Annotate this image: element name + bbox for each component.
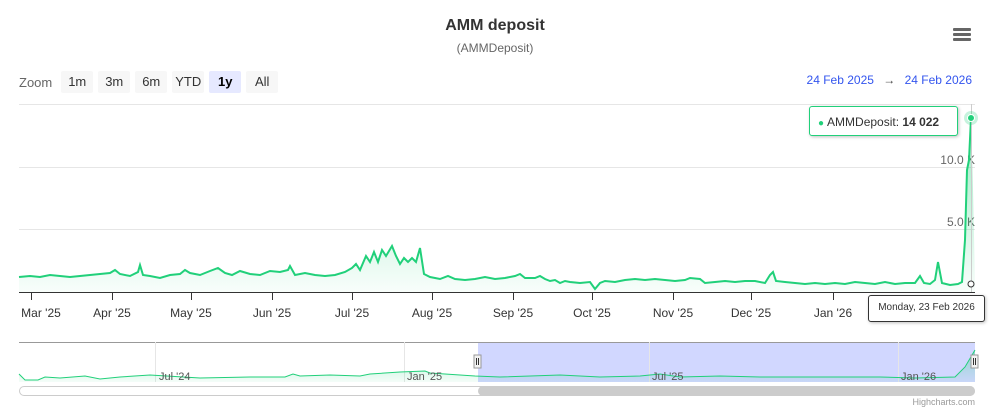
date-tooltip: Monday, 23 Feb 2026 bbox=[868, 295, 985, 322]
zoom-6m-button[interactable]: 6m bbox=[135, 71, 168, 93]
navigator[interactable]: Jul '24 Jan '25 Jul '25 Jan '26 bbox=[18, 342, 979, 383]
series-tooltip: ● AMMDeposit: 14 022 bbox=[809, 106, 958, 136]
svg-text:Nov '25: Nov '25 bbox=[653, 306, 694, 320]
scrollbar-thumb bbox=[478, 386, 975, 396]
zoom-3m-button[interactable]: 3m bbox=[98, 71, 131, 93]
x-axis-ticks bbox=[31, 292, 834, 300]
chart-title: AMM deposit bbox=[445, 17, 545, 34]
svg-text:May '25: May '25 bbox=[170, 306, 212, 320]
y-gridlines bbox=[19, 104, 975, 230]
tooltip-value: 14 022 bbox=[902, 115, 940, 129]
navigator-right-handle bbox=[970, 354, 979, 369]
zoom-ytd-button[interactable]: YTD bbox=[172, 71, 205, 93]
svg-text:Jan '26: Jan '26 bbox=[814, 306, 853, 320]
hamburger-menu-icon[interactable] bbox=[953, 28, 971, 44]
svg-text:Mar '25: Mar '25 bbox=[21, 306, 61, 320]
range-selector: Zoom 1m 3m 6m YTD 1y All bbox=[19, 71, 279, 93]
svg-text:Jul '25: Jul '25 bbox=[335, 306, 370, 320]
zoom-label: Zoom bbox=[19, 74, 53, 90]
svg-text:Aug '25: Aug '25 bbox=[412, 306, 453, 320]
svg-text:Jun '25: Jun '25 bbox=[253, 306, 292, 320]
svg-text:Apr '25: Apr '25 bbox=[93, 306, 131, 320]
zoom-all-button[interactable]: All bbox=[246, 71, 279, 93]
zoom-1y-button[interactable]: 1y bbox=[209, 71, 242, 93]
date-to-input[interactable]: 24 Feb 2026 bbox=[904, 73, 972, 87]
svg-text:Dec '25: Dec '25 bbox=[731, 306, 772, 320]
series-dot-icon: ● bbox=[818, 118, 825, 129]
date-from-input[interactable]: 24 Feb 2025 bbox=[806, 73, 874, 87]
svg-text:Jan '26: Jan '26 bbox=[901, 371, 936, 383]
series-area bbox=[19, 118, 975, 292]
date-range: 24 Feb 2025 → 24 Feb 2026 bbox=[807, 73, 972, 87]
zoom-1m-button[interactable]: 1m bbox=[61, 71, 94, 93]
hover-point bbox=[967, 114, 975, 122]
credits-link[interactable]: Highcharts.com bbox=[912, 397, 975, 407]
x-axis-labels: Mar '25 Apr '25 May '25 Jun '25 Jul '25 Aug… bbox=[21, 306, 852, 320]
svg-text:Sep '25: Sep '25 bbox=[493, 306, 534, 320]
navigator-labels: Jul '24 Jan '25 Jul '25 Jan '26 bbox=[159, 371, 936, 383]
svg-text:Oct '25: Oct '25 bbox=[573, 306, 611, 320]
svg-text:Jul '25: Jul '25 bbox=[652, 371, 683, 383]
arrow-right-icon: → bbox=[883, 73, 896, 87]
svg-text:10.0 K: 10.0 K bbox=[940, 153, 975, 167]
svg-text:Jan '25: Jan '25 bbox=[407, 371, 442, 383]
svg-text:Jul '24: Jul '24 bbox=[159, 371, 190, 383]
series-line bbox=[18, 117, 972, 291]
navigator-left-handle bbox=[473, 354, 482, 369]
chart-subtitle: (AMMDeposit) bbox=[456, 41, 534, 55]
